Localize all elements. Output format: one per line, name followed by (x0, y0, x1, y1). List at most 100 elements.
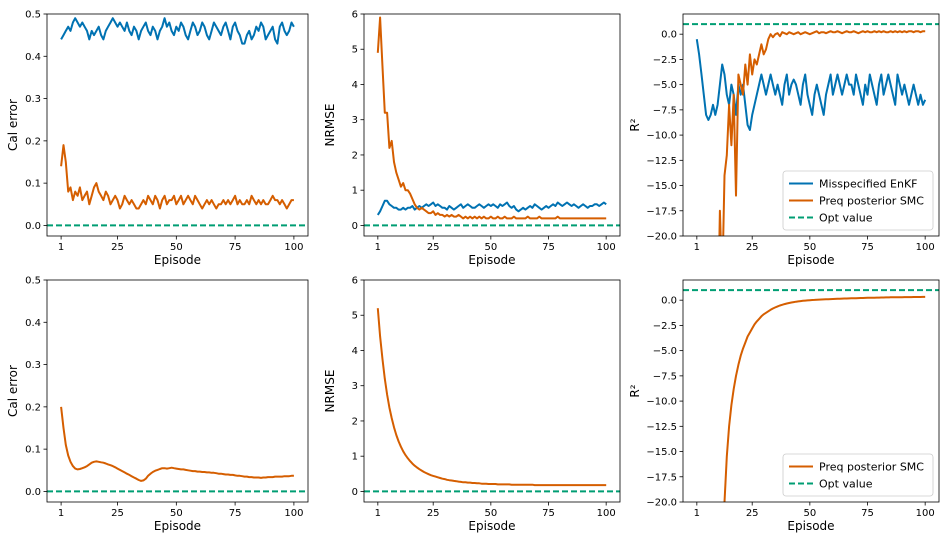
x-tick-label: 100 (597, 242, 616, 253)
y-tick-label: −17.5 (646, 472, 677, 483)
chart-panel-4: 1 25 50 75 100 0.0 0.1 0.2 0.3 0.4 0.5 Episode Cal e… (6, 276, 309, 533)
y-axis-label: R² (628, 384, 642, 397)
y-axis-label: Cal error (6, 365, 20, 417)
y-tick-label: 6 (352, 10, 358, 21)
x-tick-label: 100 (916, 242, 935, 253)
legend-entry: Preq posterior SMC (819, 461, 924, 474)
x-tick-label: 25 (427, 242, 440, 253)
x-tick-label: 1 (694, 508, 700, 519)
plot-area (364, 308, 620, 493)
y-tick-label: −2.5 (653, 321, 677, 332)
plot-area (364, 16, 620, 227)
x-tick-label: 1 (375, 242, 381, 253)
y-tick-label: −12.5 (646, 156, 677, 167)
axes-frame (46, 13, 309, 237)
y-tick-label: −20.0 (646, 232, 677, 243)
x-tick-label: 25 (111, 508, 124, 519)
axes-frame (363, 13, 621, 237)
legend-box (782, 170, 934, 231)
x-tick-label: 75 (229, 508, 242, 519)
x-tick-label: 25 (746, 242, 759, 253)
chart-panel-3: 1 25 50 75 100 0.0 −2.5 −5.0 −7.5 −10.0 −12.5 −15.0… (628, 13, 940, 267)
x-axis-label: Episode (787, 253, 834, 267)
series-line (718, 30, 926, 236)
x-tick-label: 50 (484, 242, 497, 253)
y-tick-label: −20.0 (646, 498, 677, 509)
x-tick-label: 75 (861, 242, 874, 253)
x-tick-label: 25 (746, 508, 759, 519)
y-tick-label: −12.5 (646, 422, 677, 433)
y-tick-label: 1 (352, 452, 358, 463)
axes-frame (682, 13, 940, 237)
x-tick-label: 25 (111, 242, 124, 253)
y-tick-label: 2 (352, 150, 358, 161)
x-axis-label: Episode (154, 253, 201, 267)
y-tick-label: 0.1 (25, 445, 41, 456)
y-tick-label: 5 (352, 311, 358, 322)
y-tick-label: 0 (352, 487, 358, 498)
y-tick-label: −2.5 (653, 55, 677, 66)
axes-frame (46, 279, 309, 503)
series-line (60, 144, 294, 210)
x-tick-label: 75 (861, 508, 874, 519)
series-line (695, 39, 927, 131)
legend-entry: Opt value (819, 212, 873, 225)
series-line (376, 16, 607, 220)
series-line (60, 17, 295, 45)
series-line (723, 295, 926, 502)
x-tick-label: 50 (803, 508, 816, 519)
x-tick-label: 25 (427, 508, 440, 519)
series-line (376, 199, 607, 216)
y-tick-label: −5.0 (653, 80, 677, 91)
y-axis-label: NRMSE (323, 104, 337, 147)
x-tick-label: 75 (229, 242, 242, 253)
x-tick-label: 75 (542, 508, 555, 519)
plot-area (683, 23, 939, 236)
x-tick-label: 1 (58, 242, 64, 253)
y-tick-label: 0.0 (25, 487, 41, 498)
y-tick-label: 0.1 (25, 179, 41, 190)
y-tick-label: 0.0 (661, 30, 677, 41)
y-tick-label: 0.2 (25, 402, 41, 413)
x-tick-label: 50 (170, 242, 183, 253)
x-tick-label: 100 (597, 508, 616, 519)
x-tick-label: 1 (694, 242, 700, 253)
y-tick-label: 0.5 (25, 276, 41, 287)
y-tick-label: 0 (352, 221, 358, 232)
x-axis-label: Episode (154, 519, 201, 533)
x-axis-label: Episode (468, 253, 515, 267)
x-tick-label: 100 (284, 508, 303, 519)
y-tick-label: 0.5 (25, 10, 41, 21)
y-tick-label: −7.5 (653, 105, 677, 116)
y-tick-label: −15.0 (646, 447, 677, 458)
y-tick-label: 4 (352, 346, 358, 357)
x-tick-label: 50 (170, 508, 183, 519)
legend-entry: Preq posterior SMC (819, 195, 924, 208)
legend-entry: Opt value (819, 478, 873, 491)
y-tick-label: 0.0 (661, 296, 677, 307)
series-line (60, 406, 294, 482)
chart-panel-5: 1 25 50 75 100 0 1 2 3 4 5 6 Episode NRMSE (323, 276, 621, 533)
y-tick-label: 3 (352, 115, 358, 126)
x-tick-label: 75 (542, 242, 555, 253)
y-axis-label: Cal error (6, 99, 20, 151)
y-tick-label: 5 (352, 45, 358, 56)
chart-panel-2: 1 25 50 75 100 0 1 2 3 4 5 6 Episode NRMSE (323, 10, 621, 267)
x-axis-label: Episode (787, 519, 834, 533)
y-tick-label: −10.0 (646, 131, 677, 142)
x-tick-label: 50 (803, 242, 816, 253)
y-tick-label: 0.3 (25, 360, 41, 371)
y-tick-label: 0.2 (25, 136, 41, 147)
y-tick-label: 0.4 (25, 52, 41, 63)
y-tick-label: 0.0 (25, 221, 41, 232)
x-tick-label: 1 (375, 508, 381, 519)
axes-frame (363, 279, 621, 503)
chart-panel-1: 1 25 50 75 100 0.0 0.1 0.2 0.3 0.4 0.5 Episode Cal e… (6, 10, 309, 267)
y-axis-label: R² (628, 118, 642, 131)
y-tick-label: 2 (352, 416, 358, 427)
y-tick-label: −5.0 (653, 346, 677, 357)
y-tick-label: 0.4 (25, 318, 41, 329)
y-axis-label: NRMSE (323, 370, 337, 413)
y-tick-label: 6 (352, 276, 358, 287)
